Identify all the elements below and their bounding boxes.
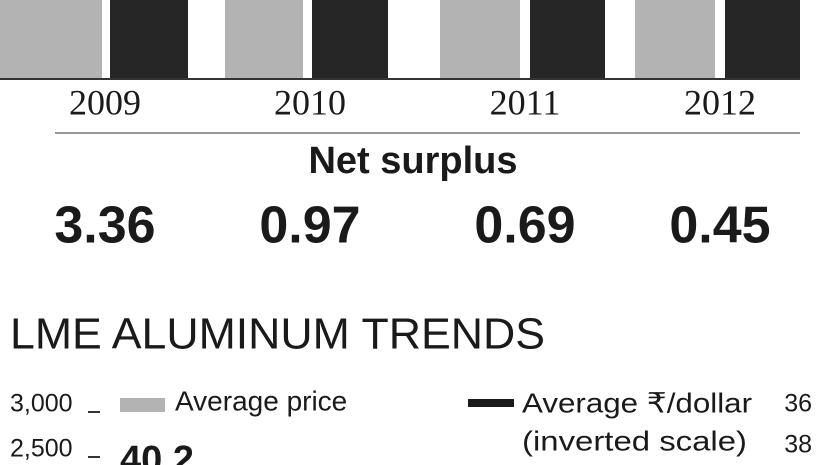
- legend-swatch: [120, 398, 165, 412]
- year: 2012: [684, 82, 756, 122]
- value: 0.45: [669, 197, 770, 255]
- year: 2009: [69, 82, 141, 122]
- year: 2010: [274, 82, 346, 122]
- y2-tick-label: 38: [784, 431, 812, 459]
- value: 0.69: [474, 197, 575, 255]
- y-tick-label: 3,000: [10, 390, 73, 418]
- value: 3.36: [54, 197, 155, 255]
- bar: [312, 0, 388, 78]
- value: 0.97: [259, 197, 360, 255]
- y2-tick-label: 36: [784, 390, 812, 418]
- bar: [225, 0, 303, 78]
- bar: [725, 0, 800, 78]
- bar: [440, 0, 520, 78]
- chart-title: LME ALUMINUM TRENDS: [10, 310, 545, 359]
- legend-label: Average ₹/dollar: [522, 387, 752, 418]
- legend-label: Average price: [175, 385, 347, 416]
- bars: [0, 0, 800, 78]
- legend-label: (inverted scale): [522, 425, 747, 456]
- bar: [0, 0, 102, 78]
- bar: [635, 0, 715, 78]
- section-title: Net surplus: [308, 140, 517, 182]
- legend-swatch: [468, 399, 514, 407]
- year: 2011: [490, 82, 561, 122]
- annotation: 40.2: [120, 439, 194, 465]
- bar: [110, 0, 188, 78]
- y-tick-label: 2,500: [10, 435, 73, 463]
- bar: [530, 0, 605, 78]
